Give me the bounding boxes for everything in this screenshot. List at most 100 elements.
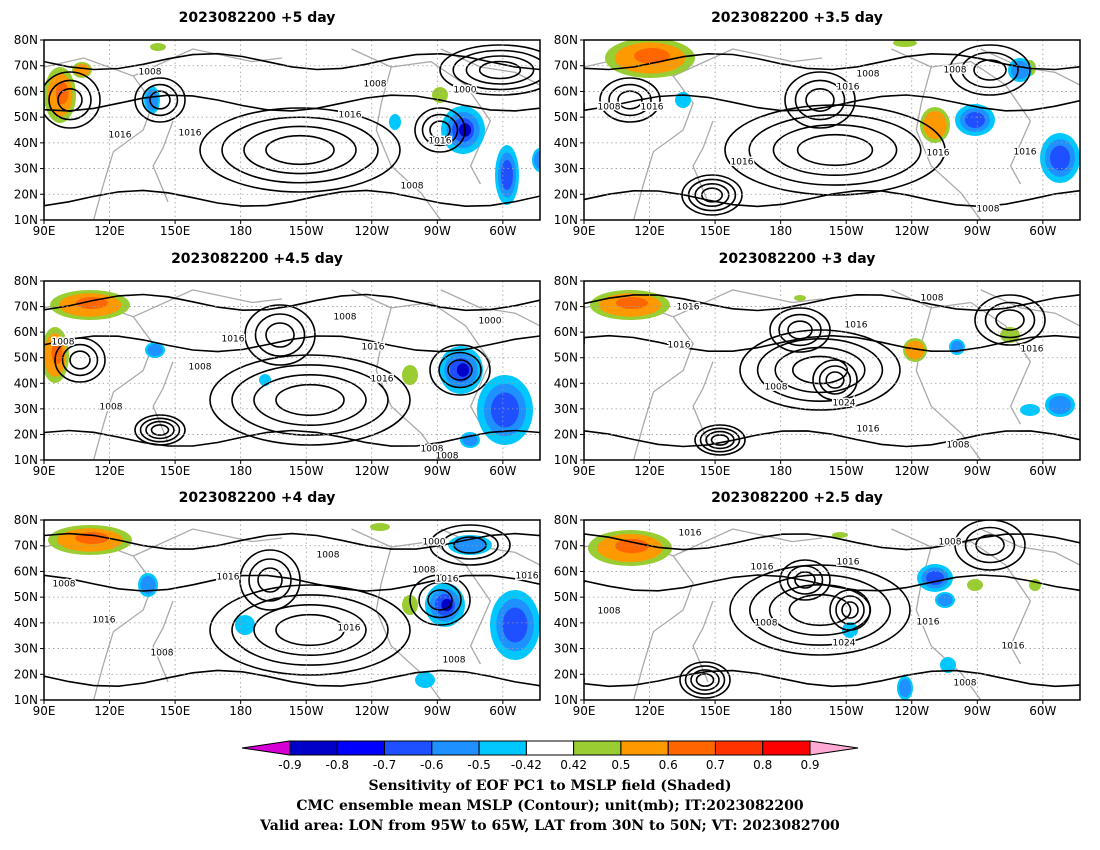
low-pressure-contour [825,371,845,389]
contour-label: 1008 [977,205,1000,215]
isobar [44,574,540,592]
isobar [584,94,1080,112]
x-tick-label: 150E [160,224,191,238]
isobar [44,429,540,447]
low-pressure-contour [954,520,1026,571]
graticule [44,520,540,700]
negative-sensitivity-area [917,564,953,592]
y-tick-label: 40N [14,616,38,630]
coastline-1 [44,57,154,220]
contour-label: 1016 [436,575,459,585]
low-pressure-contour [961,51,1019,89]
x-tick-label: 120W [354,464,389,478]
negative-sensitivity-area [940,657,956,673]
y-tick-label: 40N [554,136,578,150]
contour-label: 1008 [401,182,424,192]
negative-sensitivity-area [144,86,160,114]
colorbar-segment [714,740,764,756]
contour-label: 1008 [921,294,944,304]
y-tick-label: 10N [14,453,38,467]
y-tick-label: 20N [554,187,578,201]
high-pressure-contour [756,337,884,402]
low-pressure-contour [44,71,101,129]
low-pressure-contour [149,90,171,110]
high-pressure-contour [253,603,367,656]
positive-sensitivity-area [150,43,166,51]
contour-label: 1008 [421,445,444,455]
x-tick-label: 150E [700,464,731,478]
high-pressure-contour [145,420,175,440]
negative-sensitivity-area [415,672,435,688]
y-tick-label: 30N [554,642,578,656]
contour-label: 1016 [516,572,539,582]
y-tick-label: 60N [554,564,578,578]
high-pressure-contour [275,613,345,647]
negative-sensitivity-area [495,145,519,205]
low-pressure-contour [599,77,661,123]
positive-sensitivity-area [1000,327,1020,343]
x-tick-label: 150W [289,224,324,238]
y-tick-label: 20N [14,427,38,441]
low-pressure-contour [438,351,482,389]
coastlines [44,289,540,460]
y-tick-label: 60N [14,84,38,98]
isobar [584,669,1080,688]
caption-line-2: CMC ensemble mean MSLP (Contour); unit(m… [296,798,804,814]
x-tick-label: 90W [964,464,991,478]
low-pressure-contour [429,524,511,566]
coastline-6 [980,48,1080,86]
y-tick-label: 50N [14,590,38,604]
negative-sensitivity-area [138,573,158,597]
high-pressure-contour [439,44,540,96]
x-tick-label: 120E [634,224,665,238]
y-tick-label: 20N [14,667,38,681]
positive-sensitivity-area [72,62,92,78]
positive-sensitivity-area [893,40,917,47]
map-content [44,43,540,220]
isobar [44,669,540,688]
low-pressure-contour [829,589,871,631]
contour-label: 1008 [947,441,970,451]
colorbar-high-arrow [809,740,859,756]
graticule [584,40,1080,220]
isobar [584,189,1080,208]
low-pressure-contour [418,581,462,619]
contour-label: 1016 [362,343,385,353]
colorbar-segment [620,740,669,756]
colorbar: -0.9 -0.8 -0.7 -0.6 -0.5 -0.42 0.42 0.5 0.6 0.7 0.… [241,740,859,772]
y-tick-label: 40N [14,136,38,150]
contour-label: 1008 [954,679,977,689]
graticule [44,40,540,220]
y-tick-label: 30N [14,162,38,176]
map-content [584,40,1080,220]
mslp-contours [584,293,1080,456]
negative-sensitivity-area [235,615,255,635]
colorbar-tick-label: -0.7 [373,758,396,772]
x-tick-label: 120E [94,224,125,238]
coastline-6 [980,289,1080,327]
coastline-3 [692,600,714,683]
high-pressure-contour [231,364,389,436]
contour-label: 1016 [845,321,868,331]
contour-label: 1008 [53,580,76,590]
low-pressure-contour [794,571,816,589]
contour-label: 1016 [927,149,950,159]
low-pressure-contour [447,359,473,381]
contour-label: 1000 [423,538,446,548]
x-tick-label: 120W [894,224,929,238]
high-pressure-contour [199,107,401,193]
graticule [584,520,1080,700]
low-pressure-contour [421,113,459,147]
low-pressure-contour [794,79,846,121]
y-tick-label: 10N [554,213,578,227]
map-frame [583,519,1081,701]
contour-label: 1008 [755,619,778,629]
negative-sensitivity-area [897,676,913,700]
colorbar-tick-label: -0.8 [326,758,349,772]
negative-sensitivity-area [490,590,540,660]
x-tick-label: 150W [289,704,324,718]
x-tick-label: 90E [33,464,56,478]
x-tick-label: 120W [354,224,389,238]
isobar [44,52,540,71]
colorbar-tick-label: 0.8 [753,758,772,772]
